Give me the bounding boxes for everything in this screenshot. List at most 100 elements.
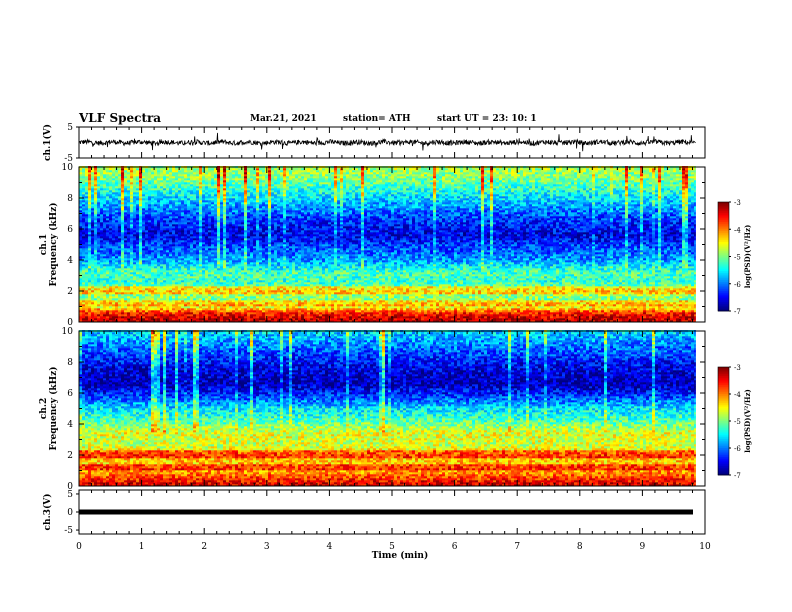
psd-cell [430, 280, 433, 282]
psd-cell [337, 282, 340, 284]
psd-cell [460, 306, 463, 308]
psd-cell [295, 292, 298, 294]
psd-cell [208, 310, 211, 312]
psd-cell [97, 316, 100, 318]
psd-cell [223, 278, 226, 280]
psd-cell [652, 312, 655, 314]
psd-cell [208, 294, 211, 296]
psd-cell [598, 306, 601, 308]
psd-cell [655, 292, 658, 294]
psd-cell [373, 312, 376, 314]
psd-cell [346, 278, 349, 280]
psd-cell [568, 318, 571, 320]
psd-cell [214, 284, 217, 286]
psd-cell [535, 300, 538, 302]
psd-cell [562, 284, 565, 286]
psd-cell [223, 298, 226, 300]
psd-cell [562, 318, 565, 320]
psd-cell [595, 278, 598, 280]
psd-cell [379, 274, 382, 276]
psd-cell [265, 308, 268, 310]
psd-cell [571, 310, 574, 312]
psd-cell [133, 306, 136, 308]
psd-cell [85, 292, 88, 294]
psd-cell [409, 288, 412, 290]
psd-cell [196, 292, 199, 294]
psd-cell [481, 306, 484, 308]
psd-cell [214, 310, 217, 312]
psd-cell [136, 276, 139, 278]
psd-cell [583, 294, 586, 296]
psd-cell [127, 306, 130, 308]
psd-cell [223, 282, 226, 284]
psd-cell [472, 286, 475, 288]
psd-cell [616, 280, 619, 282]
psd-cell [256, 274, 259, 276]
psd-cell [553, 286, 556, 288]
psd-cell [460, 282, 463, 284]
psd-cell [676, 316, 679, 318]
psd-cell [328, 290, 331, 292]
psd-cell [508, 314, 511, 316]
psd-cell [418, 284, 421, 286]
psd-cell [634, 302, 637, 304]
psd-cell [97, 288, 100, 290]
psd-cell [223, 308, 226, 310]
psd-cell [202, 284, 205, 286]
psd-cell [256, 318, 259, 320]
psd-cell [556, 282, 559, 284]
psd-cell [466, 292, 469, 294]
psd-cell [139, 278, 142, 280]
psd-cell [103, 308, 106, 310]
psd-cell [559, 294, 562, 296]
psd-cell [652, 290, 655, 292]
psd-cell [235, 276, 238, 278]
psd-cell [106, 300, 109, 302]
psd-cell [184, 296, 187, 298]
psd-cell [625, 316, 628, 318]
psd-cell [316, 314, 319, 316]
psd-cell [310, 314, 313, 316]
psd-cell [457, 300, 460, 302]
psd-cell [394, 298, 397, 300]
psd-cell [358, 310, 361, 312]
psd-cell [655, 304, 658, 306]
psd-cell [406, 292, 409, 294]
psd-cell [511, 292, 514, 294]
psd-cell [346, 316, 349, 318]
psd-cell [613, 278, 616, 280]
psd-cell [142, 310, 145, 312]
psd-cell [127, 288, 130, 290]
psd-cell [379, 280, 382, 282]
psd-cell [253, 288, 256, 290]
psd-cell [400, 284, 403, 286]
psd-cell [562, 308, 565, 310]
psd-cell [391, 292, 394, 294]
psd-cell [244, 312, 247, 314]
psd-cell [169, 284, 172, 286]
psd-cell [568, 276, 571, 278]
psd-cell [508, 288, 511, 290]
psd-cell [442, 298, 445, 300]
psd-cell [349, 282, 352, 284]
psd-cell [100, 274, 103, 276]
psd-cell [523, 296, 526, 298]
psd-cell [439, 316, 442, 318]
psd-cell [532, 284, 535, 286]
psd-cell [379, 316, 382, 318]
psd-cell [310, 280, 313, 282]
psd-cell [367, 274, 370, 276]
psd-cell [160, 288, 163, 290]
psd-cell [388, 286, 391, 288]
psd-cell [82, 276, 85, 278]
psd-cell [496, 300, 499, 302]
psd-cell [478, 310, 481, 312]
psd-cell [331, 310, 334, 312]
psd-cell [322, 288, 325, 290]
psd-cell [361, 290, 364, 292]
psd-cell [319, 296, 322, 298]
psd-cell [382, 312, 385, 314]
psd-cell [631, 314, 634, 316]
psd-cell [115, 280, 118, 282]
psd-cell [124, 316, 127, 318]
